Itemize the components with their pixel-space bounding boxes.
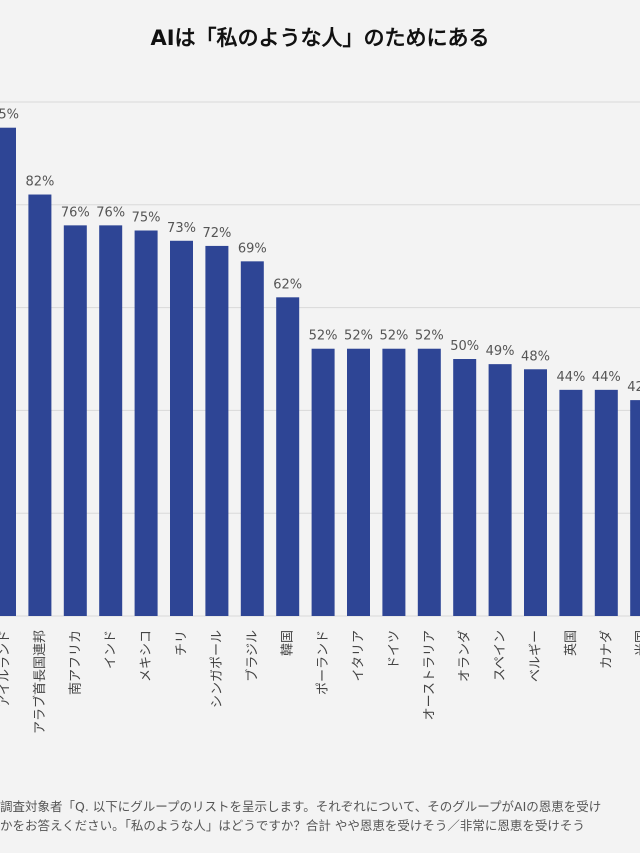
- data-label-10: 52%: [344, 329, 373, 344]
- bar-1: [28, 194, 52, 616]
- data-label-17: 44%: [592, 370, 621, 385]
- data-label-0: 95%: [0, 108, 19, 123]
- bar-2: [63, 225, 87, 617]
- data-label-14: 49%: [486, 344, 515, 359]
- bar-15: [524, 369, 547, 616]
- bar-10: [347, 348, 370, 616]
- bar-14: [488, 364, 512, 616]
- data-label-8: 62%: [273, 277, 302, 292]
- category-label-11: ドイツ: [387, 630, 402, 669]
- category-label-7: ブラジル: [244, 630, 260, 682]
- data-label-15: 48%: [521, 349, 550, 364]
- category-label-12: オーストラリア: [422, 630, 437, 720]
- bar-9: [311, 348, 335, 616]
- bar-18: [630, 400, 640, 616]
- category-label-2: 南アフリカ: [67, 630, 83, 695]
- category-label-6: シンガポール: [210, 630, 225, 708]
- data-label-16: 44%: [556, 370, 585, 385]
- bar-7: [240, 261, 264, 616]
- bar-16: [559, 389, 583, 616]
- data-label-9: 52%: [309, 329, 338, 344]
- data-label-2: 76%: [61, 205, 90, 220]
- bar-13: [453, 359, 477, 616]
- data-label-4: 75%: [132, 211, 161, 226]
- data-label-7: 69%: [238, 241, 267, 256]
- category-label-15: ベルギー: [529, 630, 544, 682]
- category-label-0: アイルランド: [0, 630, 13, 707]
- category-label-17: カナダ: [599, 630, 614, 669]
- footnote-line-2: かをお答えください。「私のような人」はどうですか？合計 やや恩恵を受けそう／非常…: [0, 818, 585, 833]
- category-label-14: スペイン: [493, 630, 508, 681]
- bar-8: [276, 297, 300, 616]
- category-label-3: インド: [104, 630, 119, 669]
- data-label-1: 82%: [25, 175, 54, 190]
- data-label-6: 72%: [202, 226, 231, 241]
- category-label-8: 韓国: [281, 630, 296, 656]
- data-label-5: 73%: [167, 221, 196, 236]
- category-label-9: ポーランド: [316, 630, 331, 695]
- data-label-18: 42%: [627, 380, 640, 395]
- bar-chart: 95% アイルランド 82% アラブ首長国連邦 76% 南アフリカ 76% インド 75% メキシ…: [0, 101, 640, 734]
- bar-5: [170, 240, 193, 616]
- data-label-3: 76%: [96, 205, 125, 220]
- bar-17: [594, 389, 618, 616]
- category-label-4: メキシコ: [139, 630, 154, 682]
- bar-11: [382, 348, 406, 616]
- chart-title: AIは「私のような人」のためにある: [150, 26, 490, 50]
- category-label-18: 米国: [635, 630, 640, 656]
- category-label-16: 英国: [564, 630, 579, 656]
- bar-6: [205, 245, 229, 617]
- bar-4: [134, 230, 158, 616]
- bar-3: [99, 225, 123, 617]
- data-label-13: 50%: [450, 339, 479, 354]
- data-label-11: 52%: [379, 329, 408, 344]
- data-label-12: 52%: [415, 329, 444, 344]
- category-label-13: オランダ: [458, 630, 473, 682]
- category-label-10: イタリア: [352, 630, 367, 681]
- bar-12: [417, 348, 441, 616]
- bar-0: [0, 127, 16, 616]
- footnote-line-1: 調査対象者「Q. 以下にグループのリストを呈示します。それぞれについて、そのグル…: [0, 799, 602, 814]
- category-label-1: アラブ首長国連邦: [32, 630, 48, 734]
- category-label-5: チリ: [175, 630, 190, 656]
